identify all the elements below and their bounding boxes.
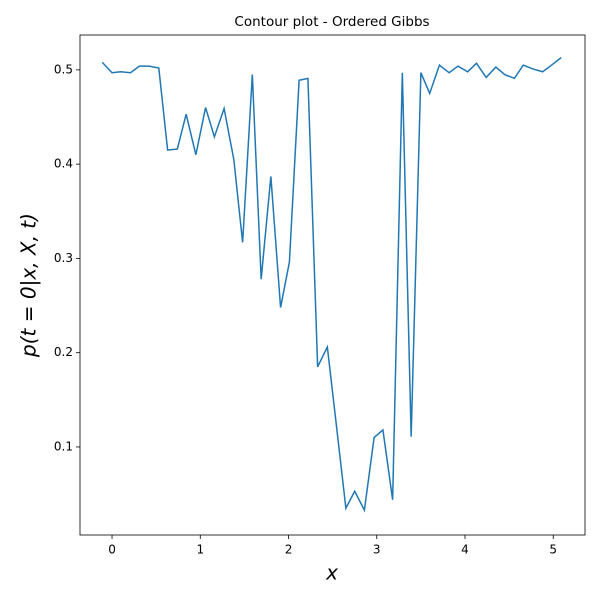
chart-title: Contour plot - Ordered Gibbs [234, 14, 429, 30]
y-tick-label: 0.4 [54, 157, 73, 171]
x-axis-label: x [325, 561, 338, 585]
x-tick-label: 4 [461, 543, 469, 557]
x-tick-label: 5 [549, 543, 557, 557]
plot-frame [79, 34, 586, 536]
x-tick-label: 1 [196, 543, 204, 557]
y-tick-label: 0.2 [54, 345, 73, 359]
y-tick-label: 0.5 [54, 62, 73, 76]
x-tick-label: 0 [108, 543, 116, 557]
x-tick-label: 2 [285, 543, 293, 557]
data-line [101, 57, 562, 513]
y-axis-label: p(t = 0|x, X, t) [17, 213, 41, 358]
y-tick-label: 0.3 [54, 251, 73, 265]
x-tick-label: 3 [373, 543, 381, 557]
y-tick-label: 0.1 [54, 439, 73, 453]
